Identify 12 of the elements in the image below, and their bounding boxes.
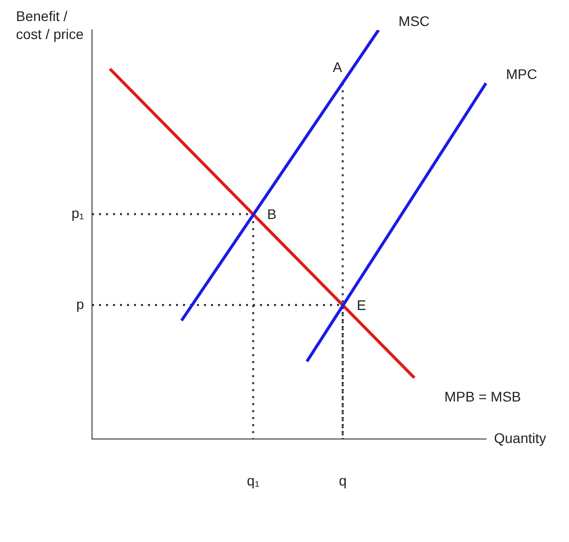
annotation: E	[356, 296, 366, 313]
series-label: MPC	[506, 66, 538, 82]
text: MPB = MSB	[444, 388, 522, 405]
ref-line-label: p₁	[71, 205, 84, 221]
series-label: MSC	[398, 12, 430, 29]
annotation: A	[332, 59, 343, 76]
annotation: B	[267, 206, 277, 222]
ref-line-label: p	[76, 296, 84, 312]
y-axis-title: Benefit / cost / price	[16, 8, 84, 42]
x-tick-label: q₁	[246, 472, 260, 488]
x-tick-label: q	[338, 472, 347, 488]
x-axis-title: Quantity	[494, 430, 546, 446]
